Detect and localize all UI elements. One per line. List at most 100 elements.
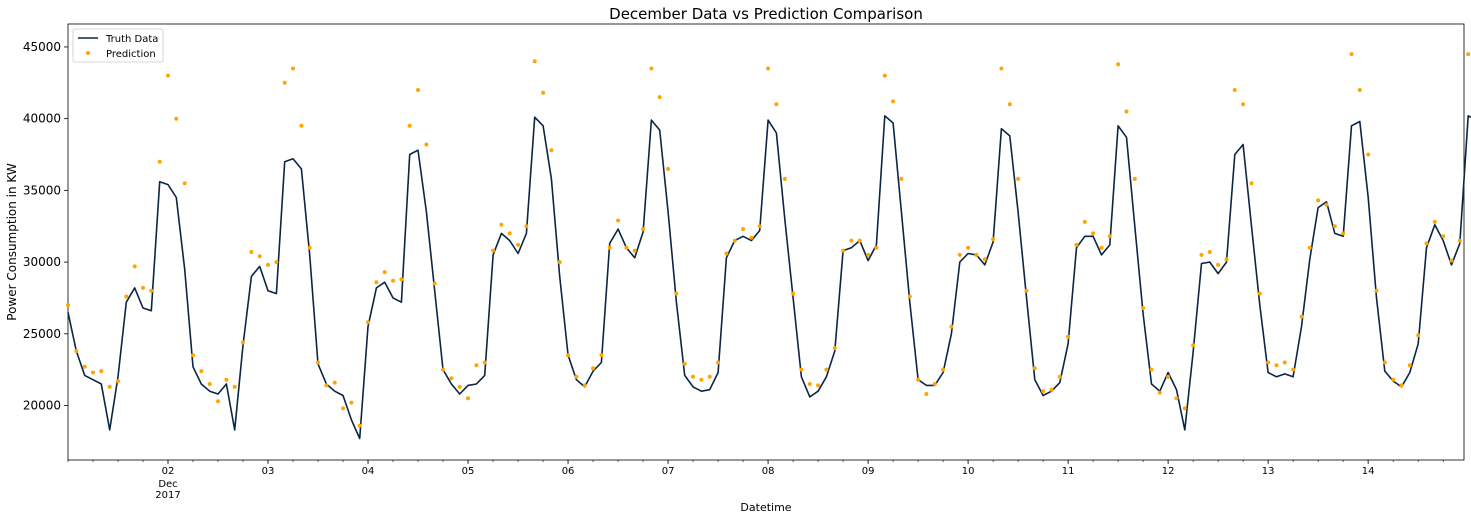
prediction-point (1466, 52, 1471, 57)
prediction-point (899, 176, 904, 181)
y-tick-label: 20000 (23, 399, 61, 413)
prediction-point (1332, 224, 1337, 229)
prediction-point (1316, 198, 1321, 203)
prediction-point (1224, 257, 1229, 262)
x-tick-label: 09 (862, 466, 875, 477)
x-tick-label: 11 (1062, 466, 1075, 477)
prediction-point (1057, 374, 1062, 379)
prediction-point (399, 277, 404, 282)
prediction-point (824, 367, 829, 372)
prediction-point (532, 59, 537, 64)
prediction-point (1041, 389, 1046, 394)
prediction-point (1174, 396, 1179, 401)
prediction-point (774, 102, 779, 107)
prediction-point (807, 382, 812, 386)
prediction-point (324, 383, 329, 388)
prediction-point (599, 353, 604, 358)
prediction-point (1157, 390, 1162, 395)
x-tick-label: 05 (462, 466, 475, 477)
prediction-point (657, 95, 662, 100)
x-tick-label: 07 (662, 466, 675, 477)
prediction-point (1091, 231, 1096, 236)
prediction-point (716, 360, 721, 365)
prediction-point (874, 245, 879, 250)
x-tick-label: 14 (1362, 466, 1375, 477)
prediction-point (1107, 234, 1112, 239)
x-tick-month-label: Dec (158, 479, 177, 490)
prediction-point (1382, 360, 1387, 365)
prediction-point (107, 384, 112, 389)
prediction-point (1391, 377, 1396, 382)
prediction-point (1166, 374, 1171, 379)
prediction-point (66, 303, 70, 308)
prediction-point (1132, 176, 1137, 181)
prediction-point (91, 370, 95, 375)
prediction-point (316, 360, 320, 365)
prediction-point (1457, 238, 1462, 243)
y-tick-label: 25000 (23, 327, 61, 341)
prediction-point (1399, 383, 1404, 388)
prediction-point (1199, 252, 1204, 257)
prediction-point (182, 181, 187, 186)
prediction-point (507, 231, 512, 236)
x-tick-label: 06 (562, 466, 575, 477)
prediction-point (266, 262, 270, 267)
prediction-point (749, 235, 754, 240)
prediction-point (1141, 306, 1146, 310)
prediction-point (1257, 291, 1262, 296)
prediction-point (1032, 366, 1037, 371)
legend-truth-label: Truth Data (105, 34, 158, 45)
prediction-point (491, 248, 496, 253)
prediction-point (474, 363, 479, 368)
prediction-point (1049, 387, 1054, 392)
y-tick-label: 40000 (23, 112, 61, 126)
prediction-point (482, 360, 487, 365)
prediction-point (1241, 102, 1246, 107)
prediction-point (432, 281, 437, 286)
x-tick-label: 10 (962, 466, 975, 477)
prediction-point (632, 248, 637, 253)
x-tick-label: 08 (762, 466, 775, 477)
prediction-point (341, 406, 345, 411)
prediction-point (1357, 88, 1362, 92)
y-tick-label: 30000 (23, 255, 61, 269)
x-tick-label: 03 (262, 466, 275, 477)
prediction-point (241, 340, 245, 345)
prediction-point (1066, 334, 1071, 339)
prediction-point (591, 366, 596, 371)
prediction-point (416, 88, 420, 92)
prediction-point (349, 400, 354, 405)
prediction-point (99, 369, 104, 374)
prediction-point (407, 123, 412, 128)
prediction-point (299, 123, 304, 128)
prediction-point (732, 238, 737, 243)
x-tick-label: 12 (1162, 466, 1175, 477)
legend: Truth Data Prediction (72, 28, 164, 63)
prediction-point (799, 367, 804, 372)
prediction-point (149, 288, 154, 293)
legend-prediction-label: Prediction (106, 49, 156, 60)
prediction-point (1374, 288, 1379, 293)
prediction-point (1366, 152, 1371, 157)
prediction-point (832, 346, 837, 351)
prediction-point (882, 73, 887, 78)
x-axis-label: Datetime (740, 501, 791, 514)
prediction-point (1307, 245, 1312, 250)
prediction-point (1207, 250, 1212, 254)
prediction-point (524, 224, 529, 229)
prediction-point (941, 367, 946, 372)
prediction-point (949, 324, 954, 329)
prediction-point (724, 251, 729, 256)
prediction-point (1232, 88, 1237, 92)
prediction-point (1432, 219, 1437, 224)
prediction-point (1341, 231, 1346, 236)
x-tick-label: 04 (362, 466, 375, 477)
prediction-point (766, 66, 771, 71)
prediction-point (357, 423, 362, 428)
x-tick-label: 13 (1262, 466, 1275, 477)
prediction-point (191, 353, 195, 358)
prediction-point (424, 142, 429, 147)
prediction-point (132, 264, 137, 269)
prediction-point (791, 291, 796, 296)
